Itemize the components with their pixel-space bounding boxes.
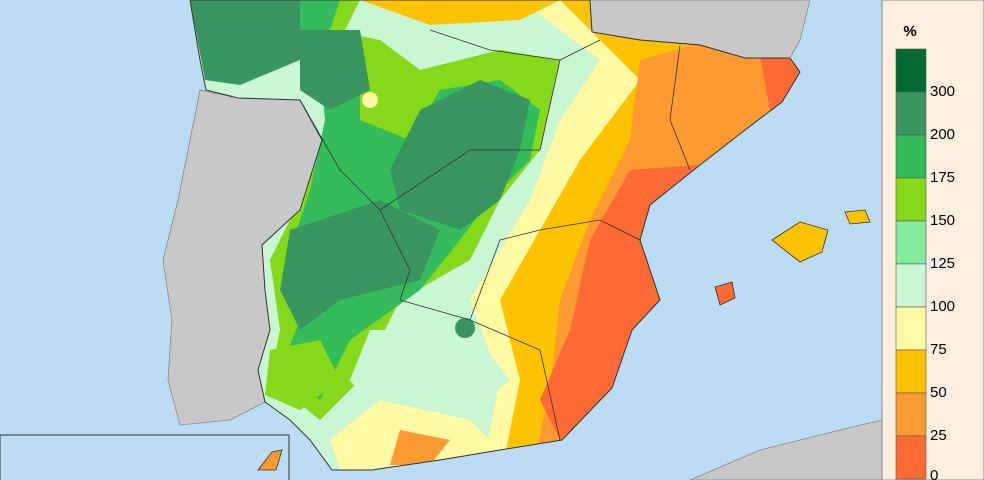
legend-label: 75 xyxy=(930,341,947,358)
legend-label: 300 xyxy=(930,83,955,100)
legend-label: 25 xyxy=(930,427,947,444)
legend-swatch xyxy=(895,435,927,480)
africa xyxy=(689,419,883,480)
legend-swatch xyxy=(895,48,927,93)
legend-title: % xyxy=(903,23,916,40)
canary-island xyxy=(257,449,283,471)
legend-label: 200 xyxy=(930,126,955,143)
ibiza xyxy=(714,281,736,306)
region-borders xyxy=(299,29,691,441)
canary-inset xyxy=(0,434,290,480)
legend-label: 150 xyxy=(930,212,955,229)
legend-label: 175 xyxy=(930,169,955,186)
legend-label: 0 xyxy=(930,467,938,480)
legend-label: 50 xyxy=(930,384,947,401)
legend-swatch xyxy=(895,263,927,308)
legend-swatch xyxy=(895,134,927,179)
spain-outline xyxy=(189,0,801,471)
legend-swatch xyxy=(895,306,927,351)
mallorca xyxy=(771,221,829,263)
legend-label: 100 xyxy=(930,298,955,315)
legend-swatch xyxy=(895,220,927,265)
legend-swatch xyxy=(895,91,927,136)
legend-swatch xyxy=(895,392,927,437)
menorca xyxy=(844,209,871,225)
legend-swatch xyxy=(895,177,927,222)
legend-label: 125 xyxy=(930,255,955,272)
legend-swatch xyxy=(895,349,927,394)
